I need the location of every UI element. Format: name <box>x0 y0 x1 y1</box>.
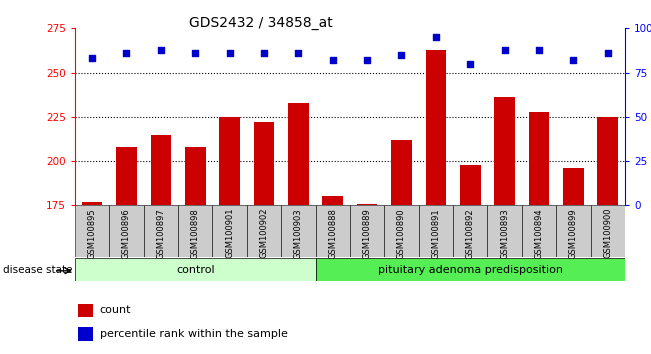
Point <box>190 50 201 56</box>
Bar <box>384 205 419 257</box>
Point <box>499 47 510 52</box>
Bar <box>150 135 171 205</box>
Bar <box>75 205 109 257</box>
Point <box>225 50 235 56</box>
Text: count: count <box>100 306 131 315</box>
Point <box>465 61 475 67</box>
Bar <box>598 117 618 205</box>
Bar <box>109 205 144 257</box>
Text: pituitary adenoma predisposition: pituitary adenoma predisposition <box>378 265 562 275</box>
Bar <box>212 205 247 257</box>
Bar <box>254 122 274 205</box>
Bar <box>590 205 625 257</box>
Point <box>87 56 97 61</box>
Bar <box>556 205 590 257</box>
Point <box>568 57 579 63</box>
Text: percentile rank within the sample: percentile rank within the sample <box>100 329 288 339</box>
Bar <box>77 303 93 317</box>
Text: GSM100891: GSM100891 <box>432 208 440 258</box>
Bar <box>460 165 480 205</box>
Point <box>121 50 132 56</box>
Point <box>396 52 407 58</box>
Bar <box>178 205 212 257</box>
Bar <box>75 258 316 281</box>
Bar <box>391 140 412 205</box>
Bar <box>453 205 488 257</box>
Point <box>431 34 441 40</box>
Point <box>362 57 372 63</box>
Bar <box>529 112 549 205</box>
Point <box>327 57 338 63</box>
Bar <box>77 327 93 341</box>
Point <box>156 47 166 52</box>
Text: GSM100888: GSM100888 <box>328 208 337 259</box>
Bar <box>185 147 206 205</box>
Text: GSM100900: GSM100900 <box>603 208 613 258</box>
Text: GSM100899: GSM100899 <box>569 208 578 258</box>
Text: disease state: disease state <box>3 265 73 275</box>
Point <box>293 50 303 56</box>
Bar <box>563 168 584 205</box>
Bar <box>116 147 137 205</box>
Text: GSM100901: GSM100901 <box>225 208 234 258</box>
Bar <box>82 202 102 205</box>
Text: GSM100902: GSM100902 <box>260 208 268 258</box>
Bar <box>357 204 378 205</box>
Bar <box>350 205 384 257</box>
Text: GSM100897: GSM100897 <box>156 208 165 259</box>
Text: GSM100889: GSM100889 <box>363 208 372 259</box>
Bar <box>281 205 316 257</box>
Text: GSM100898: GSM100898 <box>191 208 200 259</box>
Bar <box>219 117 240 205</box>
Text: GSM100894: GSM100894 <box>534 208 544 258</box>
Text: GSM100893: GSM100893 <box>500 208 509 259</box>
Bar <box>316 258 625 281</box>
Bar <box>488 205 522 257</box>
Bar <box>144 205 178 257</box>
Bar <box>322 196 343 205</box>
Point <box>258 50 269 56</box>
Bar <box>247 205 281 257</box>
Text: GDS2432 / 34858_at: GDS2432 / 34858_at <box>189 16 332 30</box>
Bar <box>419 205 453 257</box>
Bar <box>522 205 556 257</box>
Text: control: control <box>176 265 215 275</box>
Bar <box>288 103 309 205</box>
Text: GSM100890: GSM100890 <box>397 208 406 258</box>
Point <box>603 50 613 56</box>
Bar <box>494 97 515 205</box>
Text: GSM100895: GSM100895 <box>87 208 96 258</box>
Text: GSM100892: GSM100892 <box>465 208 475 258</box>
Text: GSM100903: GSM100903 <box>294 208 303 258</box>
Text: GSM100896: GSM100896 <box>122 208 131 259</box>
Point <box>534 47 544 52</box>
Bar <box>316 205 350 257</box>
Bar <box>426 50 446 205</box>
